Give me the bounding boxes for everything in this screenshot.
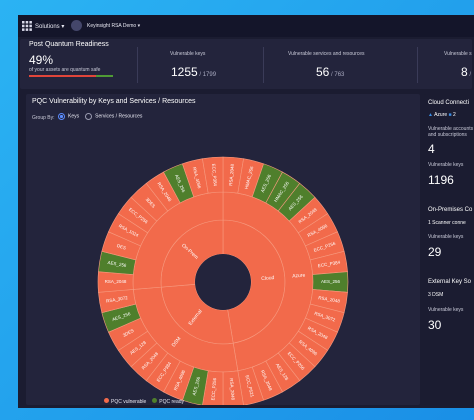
side-title: On-Premises Co: [428, 207, 473, 213]
chart-title: PQC Vulnerability by Keys and Services /…: [32, 98, 196, 105]
top-bar: Solutions ▾ Keyinsight RSA Demo ▾: [18, 15, 474, 37]
side-title: Cloud Connecti: [428, 100, 470, 106]
segment-label: RSA_2048: [318, 295, 341, 304]
radio[interactable]: [58, 113, 65, 120]
stat-number: 1255: [171, 65, 198, 79]
segment-label: RSA_3072: [314, 311, 337, 323]
solutions-menu[interactable]: Solutions ▾: [35, 24, 65, 30]
side-panel: Cloud Connecti ▲ Azure ■ 2 Vulnerable ac…: [424, 94, 474, 405]
source: 3 DSM: [428, 292, 444, 298]
segment-label: Azure: [292, 273, 306, 280]
stat-number: 56: [316, 65, 330, 79]
radio-label: Keys: [68, 113, 80, 120]
progress-vulnerable: [29, 75, 96, 77]
legend: PQC vulnerable PQC ready: [104, 398, 184, 405]
stat-value: 8 /: [461, 65, 472, 79]
side-title: External Key So: [428, 279, 472, 285]
segment-label: RSA_4096: [192, 167, 202, 190]
sunburst-hole: [195, 254, 251, 310]
side-value: 4: [428, 142, 435, 156]
stat-label: Vulnerable keys: [170, 51, 206, 57]
stat-total: 1799: [202, 72, 217, 78]
segment-label: RSA_3072: [106, 295, 129, 304]
segment-label: ECC_P521: [245, 375, 255, 399]
side-label: Vulnerable accounts and subscriptions: [428, 126, 474, 138]
legend-label: PQC vulnerable: [111, 399, 147, 405]
side-value: 30: [428, 318, 442, 332]
segment-label: DSM: [171, 336, 183, 348]
side-label: Vulnerable keys: [428, 307, 464, 313]
segment-label: ECC_P384: [317, 260, 341, 269]
chart-card: PQC Vulnerability by Keys and Services /…: [26, 94, 420, 405]
connector: 1 Scanner conne: [428, 220, 466, 226]
legend-swatch: [104, 398, 109, 403]
account-label: Keyinsight RSA Demo: [87, 23, 137, 29]
caption: of your assets are quantum safe: [29, 67, 101, 73]
radio-label: Services / Resources: [95, 113, 143, 120]
segment-label: 3DES: [145, 197, 157, 209]
stat-total: 763: [334, 72, 345, 78]
apps-icon[interactable]: [22, 21, 32, 31]
sunburst: RSA_2048 HMAC_256 AES_256 HMAC_256AES_256RS…: [97, 156, 349, 405]
divider: [137, 47, 138, 83]
provider-count: 2: [452, 112, 456, 118]
side-value: 29: [428, 245, 442, 259]
segment-label: AES_256: [321, 279, 341, 284]
legend-swatch: [152, 398, 158, 403]
menu-label: Solutions: [35, 24, 60, 30]
segment-label: RSA_2048: [228, 163, 235, 186]
provider: Azure: [434, 112, 448, 118]
provider-row: ▲ Azure ■ 2: [428, 112, 456, 118]
group-by-options: Keys Services / Resources: [58, 113, 142, 120]
app-window: Solutions ▾ Keyinsight RSA Demo ▾ Post Q…: [18, 15, 474, 408]
segment-label: AES_256: [192, 376, 202, 396]
segment-label: AES_256: [111, 311, 131, 322]
segment-label: RSA_2048: [229, 378, 236, 401]
legend-label: PQC ready: [159, 399, 185, 405]
segment-label: HMAC_256: [244, 165, 255, 189]
outer-segment[interactable]: [202, 156, 224, 194]
stat-value: 1255 / 1799: [171, 65, 217, 79]
segment-label: DES: [116, 243, 126, 251]
divider: [263, 47, 264, 83]
segment-label: ECC_P384: [211, 163, 218, 186]
avatar[interactable]: [71, 20, 82, 31]
stat-label: Vulnerable s: [444, 51, 472, 57]
percent: 49%: [29, 53, 54, 67]
stat-label: Vulnerable services and resources: [288, 51, 365, 57]
segment-label: Cloud: [261, 275, 275, 282]
stat-value: 56 / 763: [316, 65, 345, 79]
side-value: 1196: [428, 173, 454, 187]
side-label: Vulnerable keys: [428, 234, 464, 240]
group-by-label: Group By:: [32, 115, 55, 121]
radio[interactable]: [85, 113, 93, 120]
segment-label: ECC_P256: [210, 377, 217, 400]
segment-label: 3DES: [122, 328, 135, 338]
stat-number: 8: [461, 65, 468, 79]
readiness-card: Post Quantum Readiness 49% of your asset…: [20, 39, 472, 89]
account-menu[interactable]: Keyinsight RSA Demo ▾: [87, 23, 141, 29]
divider: [417, 47, 418, 83]
progress-safe: [96, 75, 113, 77]
segment-label: RSA_2048: [105, 279, 127, 284]
side-label: Vulnerable keys: [428, 162, 464, 168]
card-title: Post Quantum Readiness: [29, 41, 109, 48]
segment-label: AES_256: [107, 260, 127, 268]
